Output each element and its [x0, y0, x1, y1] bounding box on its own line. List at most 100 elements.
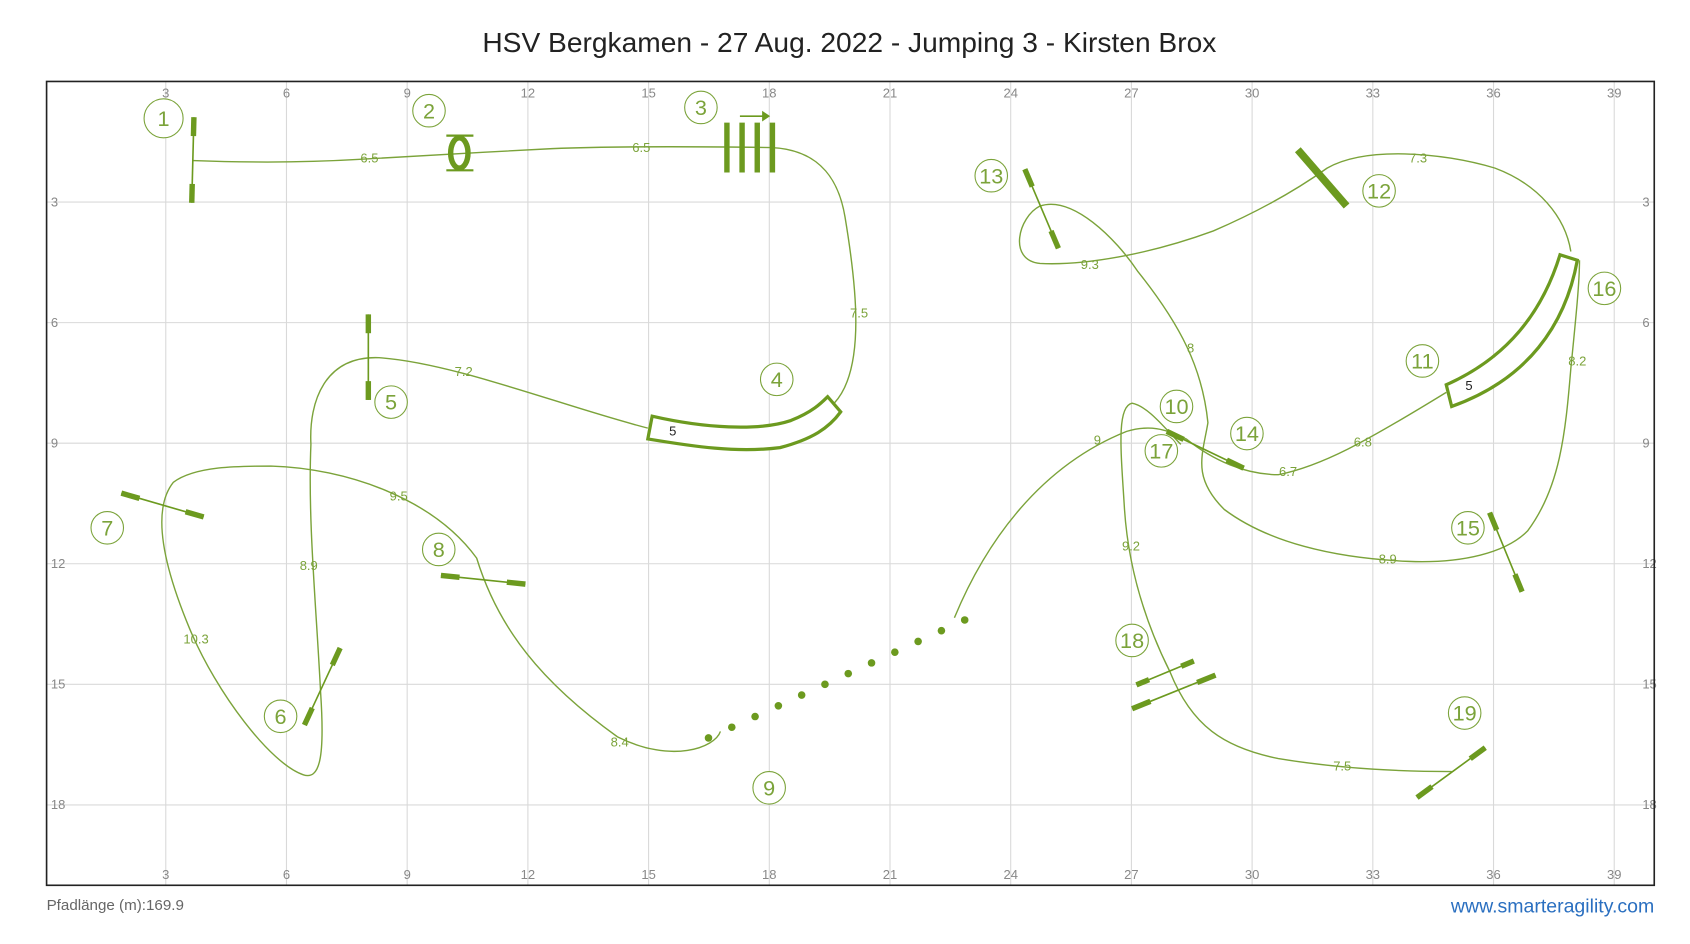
jump-wing	[1135, 677, 1151, 688]
weave-pole	[728, 723, 736, 732]
number-circle	[263, 699, 298, 734]
obstacle-number: 18	[1120, 628, 1144, 653]
distance-label: 7.5	[850, 306, 868, 321]
y-tick-label: 12	[51, 556, 65, 571]
tire	[446, 134, 474, 172]
jump-wing	[1225, 457, 1245, 471]
weave-pole	[774, 701, 783, 710]
distance-label: 9.2	[1122, 539, 1140, 554]
number-circle	[374, 385, 408, 419]
obstacle-number: 11	[1411, 349, 1433, 374]
obstacle-number: 10	[1164, 394, 1188, 419]
distance-label: 7.3	[1409, 151, 1427, 166]
y-tick-label: 9	[1642, 436, 1649, 451]
jump-wing	[329, 646, 343, 667]
distance-label: 7.5	[1333, 758, 1351, 773]
path	[161, 356, 722, 777]
jump-wing	[440, 572, 460, 581]
distance-label: 9.5	[390, 489, 408, 504]
x-tick-label: 3	[162, 86, 169, 101]
spread-jump	[724, 110, 776, 173]
obstacle-number: 16	[1592, 276, 1616, 301]
jump-wing	[120, 490, 141, 501]
jump-wing	[1415, 784, 1434, 800]
weave-pole	[704, 734, 713, 742]
number-circle	[1362, 174, 1396, 208]
x-tick-label: 15	[641, 86, 655, 101]
path	[1018, 153, 1581, 563]
number-circle	[143, 98, 184, 139]
number-circle	[1447, 696, 1482, 730]
obstacle-number: 14	[1235, 421, 1259, 446]
number-circle	[1115, 623, 1149, 658]
x-tick-label: 6	[283, 867, 290, 882]
jump	[1165, 428, 1245, 471]
number-circle	[759, 362, 794, 397]
x-tick-label: 39	[1607, 867, 1621, 882]
obstacle-number: 4	[771, 367, 783, 392]
obstacle-number: 7	[101, 515, 113, 540]
x-tick-label: 21	[883, 86, 897, 101]
obstacle-number: 12	[1367, 178, 1391, 203]
obstacle-number: 19	[1453, 701, 1477, 726]
number-circle	[1405, 344, 1440, 378]
x-tick-label: 27	[1124, 86, 1138, 101]
y-tick-label: 9	[51, 436, 58, 451]
grid: 3366991212151518182121242427273030333336…	[46, 81, 1657, 886]
y-tick-label: 3	[1642, 194, 1649, 209]
x-tick-label: 24	[1003, 867, 1017, 882]
jump-bar	[1294, 147, 1350, 209]
jump	[189, 117, 197, 203]
x-tick-label: 30	[1245, 867, 1259, 882]
y-tick-label: 12	[1642, 556, 1656, 571]
jump	[1415, 745, 1487, 800]
jump	[440, 572, 526, 587]
weave-pole	[891, 648, 899, 656]
distance-label: 8.9	[1379, 552, 1397, 567]
distance-label: 6.8	[1354, 435, 1372, 450]
x-tick-label: 36	[1486, 86, 1500, 101]
jump	[1131, 672, 1217, 712]
y-tick-label: 6	[51, 315, 58, 330]
number-circle	[1230, 416, 1264, 451]
weave-pole	[867, 659, 876, 667]
obstacle-number: 3	[695, 95, 707, 120]
x-tick-label: 15	[641, 867, 655, 882]
obstacle-number: 9	[763, 775, 775, 800]
path	[1120, 402, 1452, 773]
path	[953, 391, 1447, 618]
weave-pole	[960, 616, 969, 624]
obstacle-number: 5	[385, 390, 397, 415]
x-tick-label: 18	[762, 86, 776, 101]
number-circle	[974, 158, 1009, 193]
jump-wing	[1180, 658, 1195, 669]
number-circle	[684, 90, 718, 125]
number-circle	[752, 771, 786, 805]
weave-pole	[751, 712, 759, 721]
jump	[1487, 511, 1525, 593]
website[interactable]: www.smarteragility.com	[1450, 895, 1654, 917]
distance-label: 9	[1094, 432, 1101, 447]
y-tick-label: 6	[1642, 315, 1649, 330]
x-tick-label: 21	[883, 867, 897, 882]
tunnels	[645, 252, 1580, 452]
x-tick-label: 12	[521, 86, 535, 101]
jump	[1135, 658, 1195, 688]
y-tick-label: 18	[51, 797, 65, 812]
jump-wing	[1196, 672, 1217, 686]
weave-pole	[821, 680, 829, 689]
jump-wing	[1487, 511, 1500, 532]
x-tick-label: 39	[1607, 86, 1621, 101]
x-tick-label: 24	[1003, 86, 1017, 101]
jump-wing	[1131, 698, 1152, 712]
x-tick-label: 12	[521, 867, 535, 882]
path-length: Pfadlänge (m):169.9	[47, 897, 184, 914]
x-tick-label: 18	[762, 867, 776, 882]
plot-border	[45, 80, 1656, 887]
obstacle-number: 15	[1456, 515, 1480, 540]
weave-pole	[797, 691, 806, 699]
x-tick-label: 33	[1366, 86, 1380, 101]
jump-wing	[506, 579, 526, 587]
path	[192, 146, 857, 404]
